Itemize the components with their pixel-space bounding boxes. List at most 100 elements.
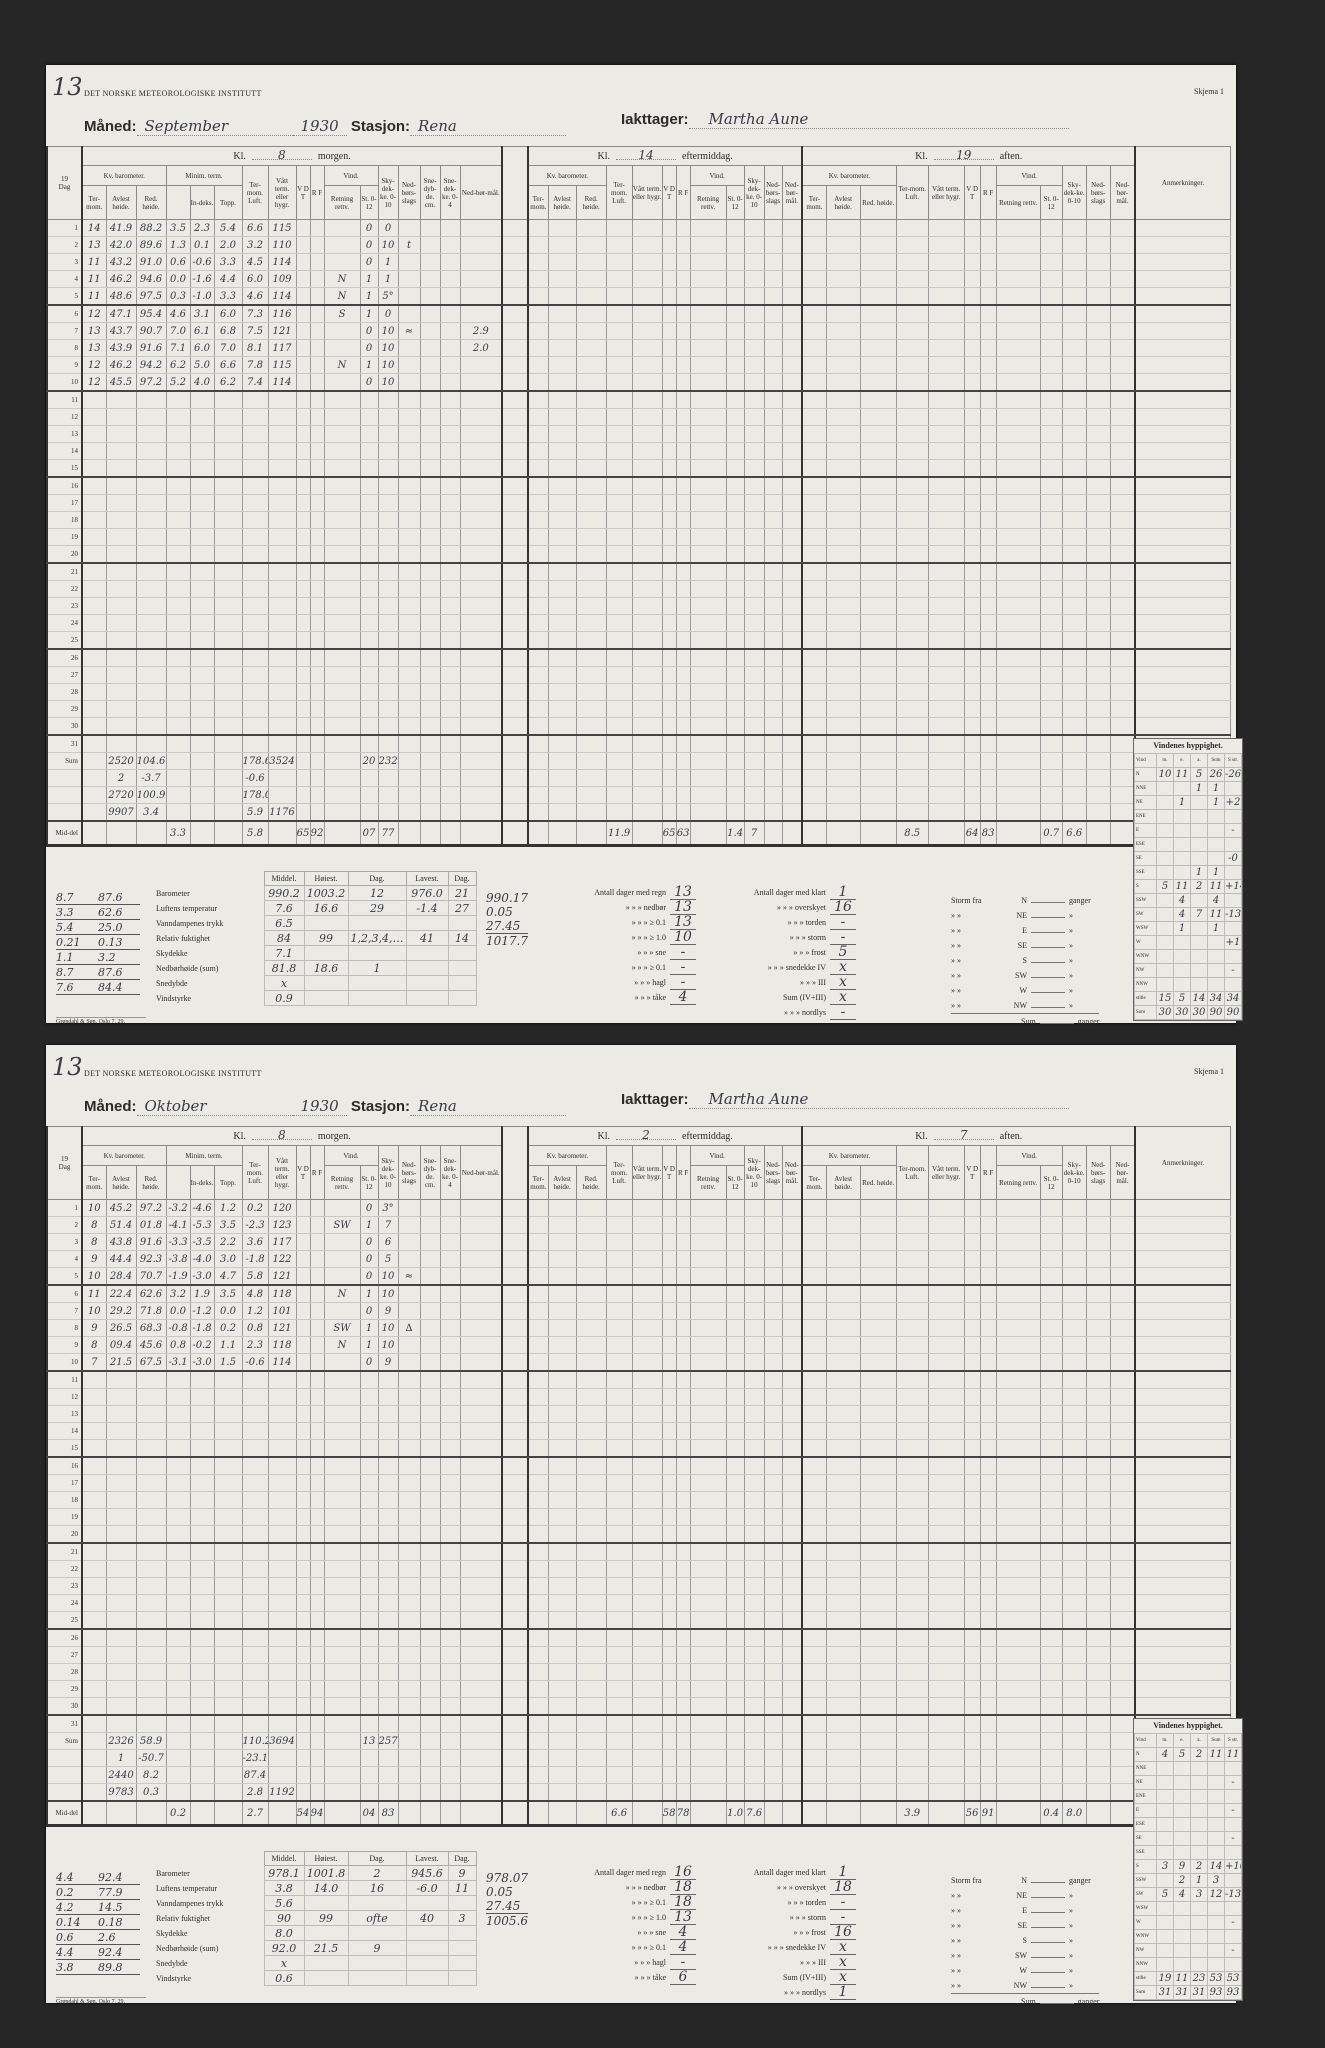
cell (527, 1560, 549, 1578)
evening-nedbor-mal-header: Ned-bør-mål. (1109, 165, 1136, 220)
morning-cell (439, 477, 461, 495)
morning-cell (165, 425, 191, 443)
morning-cell: -0.6 (241, 1353, 269, 1372)
table-row-day: 12 (46, 408, 1231, 426)
count-row: » » » hagl - (554, 975, 696, 990)
cell (1134, 563, 1231, 581)
morning-cell: 4.4 (213, 270, 243, 288)
morning-cell: 1.1 (213, 1336, 243, 1354)
cell (1109, 1629, 1136, 1647)
cell (743, 1353, 765, 1372)
morning-cell (419, 408, 441, 426)
morning-cell (323, 545, 361, 564)
morning-cell (377, 459, 399, 478)
morning-cell (309, 597, 325, 615)
cell (1061, 666, 1087, 684)
cell (725, 1457, 745, 1475)
stats-row-label: Vanndampenes trykk (156, 918, 224, 928)
cell (801, 1302, 827, 1320)
cell (1109, 236, 1136, 254)
morning-cell (359, 563, 379, 581)
sum-label (46, 803, 83, 822)
cell (963, 666, 981, 684)
morning-cell (419, 1715, 441, 1733)
wind-cell (1207, 851, 1225, 866)
morning-cell (323, 1543, 361, 1561)
morning-cell (419, 1611, 441, 1630)
cell (1085, 339, 1111, 357)
cell (689, 339, 727, 357)
cell (1085, 511, 1111, 529)
cell (1134, 219, 1231, 237)
morning-cell: ≈ (397, 322, 421, 340)
morning-cell (105, 1629, 137, 1647)
count-value: 13 (670, 885, 696, 900)
count-value: 18 (670, 1895, 696, 1910)
morning-cell (309, 1250, 325, 1268)
morning-cell (397, 1715, 421, 1733)
top-header: Topp. (213, 185, 243, 220)
wind-cell: SSW (1134, 1873, 1157, 1888)
cell (575, 803, 607, 822)
cell (631, 614, 663, 632)
middel-cell (1085, 1800, 1111, 1827)
morning-cell (359, 1543, 379, 1561)
morning-cell (439, 683, 461, 701)
cell (689, 1577, 727, 1595)
cell (1085, 425, 1111, 443)
storm-row: » » W» (951, 1963, 1099, 1978)
wind-cell (1190, 795, 1208, 810)
cell (963, 545, 981, 564)
observer-label: Iakttager: (621, 1091, 689, 1108)
middel-cell (859, 820, 897, 847)
cell (1134, 666, 1231, 684)
morning-cell (309, 631, 325, 650)
wind-cell (1156, 1775, 1174, 1790)
cell (763, 1577, 783, 1595)
day-number: 12 (46, 408, 83, 426)
cell (675, 1216, 691, 1234)
cell (743, 1749, 765, 1767)
cell (575, 219, 607, 237)
table-row-day: 2 8 51.4 01.8 -4.1 -5.3 3.5 -2.3 123 SW 1 7 (46, 1216, 1231, 1234)
cell (631, 1766, 663, 1784)
cell (1134, 1388, 1231, 1406)
evening-term-mom-header: Ter-mom. (801, 185, 827, 220)
header-observer: Iakttager: Martha Aune (621, 110, 1069, 129)
cell (575, 391, 607, 409)
afternoon-nedbor-slag-header: Ned-børs-slags (763, 1145, 783, 1200)
morning-cell (309, 1697, 325, 1716)
cell (527, 408, 549, 426)
cell (895, 322, 929, 340)
morning-cell: 41.9 (105, 219, 137, 237)
morning-cell (241, 631, 269, 650)
cell (605, 459, 633, 478)
wind-cell (1156, 837, 1174, 852)
cell (575, 1422, 607, 1440)
morning-cell (295, 1216, 311, 1234)
cell (763, 1594, 783, 1612)
cell (725, 442, 745, 460)
cell (995, 1732, 1041, 1750)
day-number: 29 (46, 1680, 83, 1698)
cell (781, 1663, 803, 1681)
morning-cell: 101 (267, 1302, 297, 1320)
cell (631, 1594, 663, 1612)
cell (859, 322, 897, 340)
cell (725, 425, 745, 443)
morning-cell (165, 1543, 191, 1561)
morning-cell: 2.0 (459, 339, 503, 357)
morning-cell (419, 511, 441, 529)
barometer-group-header: Kv. barometer. (81, 1145, 167, 1166)
morning-cell (459, 1680, 503, 1698)
cell (605, 717, 633, 736)
count-row: » » » ≥ 0.1 4 (554, 1940, 696, 1955)
sum-cell (295, 1766, 311, 1784)
middel-cell (763, 1800, 783, 1827)
cell (1085, 1216, 1111, 1234)
cell (859, 459, 897, 478)
morning-cell (439, 494, 461, 512)
morning-cell (439, 339, 461, 357)
cell (979, 1749, 997, 1767)
